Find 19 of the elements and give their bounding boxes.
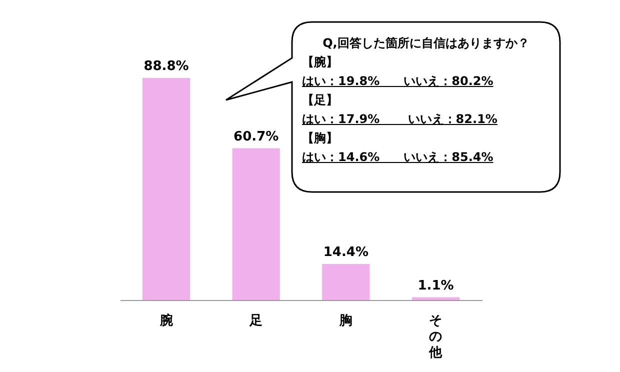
bar — [232, 148, 280, 300]
bar — [322, 264, 370, 300]
data-label: 1.1% — [418, 278, 454, 294]
annotation: はい：19.8% いいえ：80.2% — [302, 73, 494, 90]
x-tick-label: その他 — [428, 314, 444, 360]
text: Q,回答した箇所に自信はありますか？ — [322, 35, 530, 52]
x-tick-label: 足 — [248, 314, 263, 328]
bar — [142, 78, 190, 300]
data-label: 14.4% — [323, 245, 368, 260]
x-tick-label: 胸 — [338, 314, 352, 328]
annotation: 【胸】 — [302, 130, 339, 147]
bar — [412, 297, 460, 300]
x-tick-label: 腕 — [158, 312, 174, 328]
annotation: はい：14.6% いいえ：85.4% — [302, 149, 494, 166]
data-label: 88.8% — [144, 59, 189, 74]
text: 【腕】 — [302, 54, 339, 71]
annotation: 【足】 — [302, 92, 339, 109]
annotation: はい：17.9% いいえ：82.1% — [302, 111, 498, 128]
data-label: 60.7% — [234, 129, 279, 144]
